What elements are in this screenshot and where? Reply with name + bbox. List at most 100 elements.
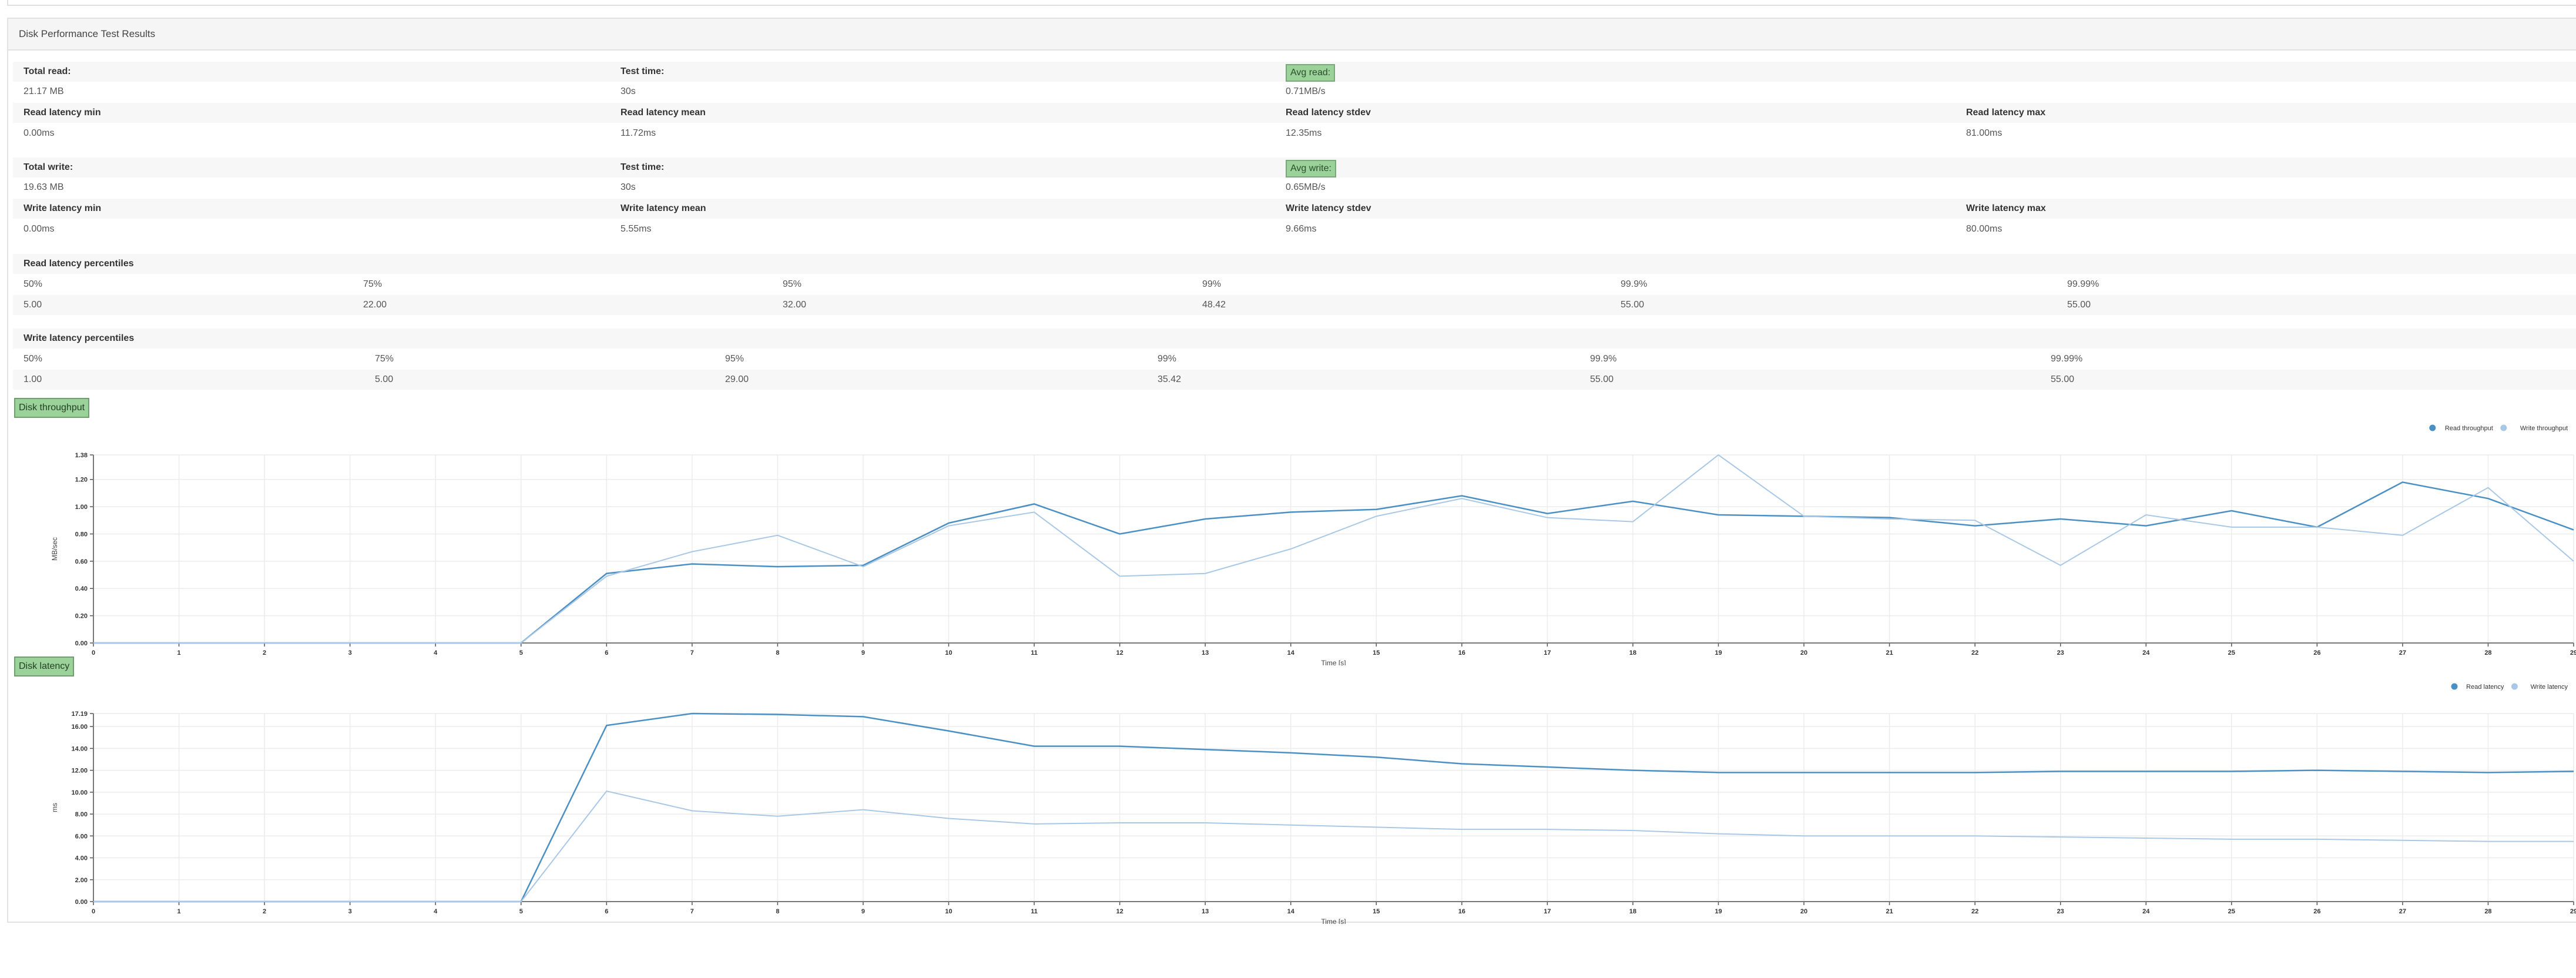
read-latency-labels: Read latency min Read latency mean Read … <box>13 103 2576 123</box>
x-tick-label: 3 <box>348 908 352 915</box>
x-tick-label: 0 <box>92 908 95 915</box>
read-percentiles-title-row: Read latency percentiles <box>13 254 2576 274</box>
x-tick-label: 27 <box>2399 649 2406 657</box>
read-pct-header: 99.99% <box>2067 279 2099 289</box>
disk-latency-button[interactable]: Disk latency <box>14 657 75 676</box>
read-test-time-label: Test time: <box>620 66 665 76</box>
avg-write-value: 0.65MB/s <box>1286 182 1326 192</box>
x-tick-label: 19 <box>1715 649 1722 657</box>
write-latency-max-value: 80.00ms <box>1966 224 2003 234</box>
read-percentiles-title: Read latency percentiles <box>24 259 134 269</box>
y-tick-label: 1.00 <box>75 504 88 511</box>
write-latency-stdev-label: Write latency stdev <box>1286 203 1371 213</box>
read-percentiles-values: 5.00 22.00 32.00 48.42 55.00 55.00 <box>13 295 2576 315</box>
x-tick-label: 15 <box>1373 908 1380 915</box>
x-tick-label: 1 <box>177 649 180 657</box>
write-pct-header: 75% <box>375 354 394 364</box>
total-write-value: 19.63 MB <box>24 182 64 192</box>
x-tick-label: 14 <box>1287 649 1295 657</box>
x-tick-label: 7 <box>690 908 694 915</box>
x-tick-label: 6 <box>605 908 608 915</box>
write-latency-mean-value: 5.55ms <box>620 224 652 234</box>
read-pct-header: 99.9% <box>1621 279 1648 289</box>
read-pct-value: 55.00 <box>1621 300 1645 310</box>
y-tick-label: 12.00 <box>71 768 88 775</box>
y-tick-label: 10.00 <box>71 789 88 796</box>
y-tick-label: 8.00 <box>75 811 88 818</box>
write-pct-value: 1.00 <box>24 374 42 384</box>
legend-label: Write throughput <box>2520 425 2568 432</box>
y-tick-label: 1.38 <box>75 452 88 459</box>
x-tick-label: 28 <box>2484 649 2491 657</box>
write-pct-header: 99% <box>1158 354 1177 364</box>
write-latency-mean-label: Write latency mean <box>620 203 706 213</box>
total-read-label: Total read: <box>24 66 71 76</box>
y-tick-label: 4.00 <box>75 855 88 862</box>
y-tick-label: 0.00 <box>75 640 88 647</box>
write-latency-min-label: Write latency min <box>24 203 102 213</box>
write-percentiles-headers: 50% 75% 95% 99% 99.9% 99.99% <box>13 349 2576 369</box>
read-percentiles-headers: 50% 75% 95% 99% 99.9% 99.99% <box>13 274 2576 294</box>
x-tick-label: 16 <box>1458 908 1465 915</box>
total-read-value: 21.17 MB <box>24 86 64 96</box>
x-tick-label: 28 <box>2484 908 2491 915</box>
x-tick-label: 13 <box>1202 908 1209 915</box>
read-pct-value: 22.00 <box>363 300 387 310</box>
read-latency-mean-label: Read latency mean <box>620 108 706 118</box>
read-latency-stdev-label: Read latency stdev <box>1286 108 1371 118</box>
total-write-label: Total write: <box>24 162 73 172</box>
latency-chart: 0.00 2.00 4.00 6.00 8.00 10.00 12.00 14.00 16.00… <box>51 683 2576 924</box>
x-tick-label: 21 <box>1886 649 1893 657</box>
write-percentiles-title-row: Write latency percentiles <box>13 329 2576 349</box>
write-test-time-label: Test time: <box>620 162 665 172</box>
read-summary-values: 21.17 MB 30s 0.71MB/s <box>13 82 2576 102</box>
write-latency-values: 0.00ms 5.55ms 9.66ms 80.00ms <box>13 219 2576 239</box>
x-tick-label: 9 <box>861 908 865 915</box>
x-tick-label: 10 <box>945 649 952 657</box>
x-tick-label: 8 <box>776 649 779 657</box>
disk-throughput-button[interactable]: Disk throughput <box>14 398 90 418</box>
x-tick-label: 29 <box>2570 649 2576 657</box>
write-pct-value: 5.00 <box>375 374 394 384</box>
results-panel: Disk Performance Test Results Total read… <box>7 18 2576 924</box>
throughput-chart: 0.000.200.400.600.801.001.201.380 1 2 3 4 5 6 7… <box>51 424 2576 665</box>
x-tick-label: 22 <box>1971 649 1978 657</box>
x-tick-label: 6 <box>605 649 608 657</box>
y-tick-label: 6.00 <box>75 833 88 840</box>
x-tick-label: 23 <box>2057 649 2064 657</box>
x-tick-label: 10 <box>945 908 952 915</box>
y-tick-label: 0.00 <box>75 899 88 906</box>
read-latency-max-value: 81.00ms <box>1966 128 2003 138</box>
read-pct-value: 32.00 <box>783 300 807 310</box>
write-percentiles-title: Write latency percentiles <box>24 333 135 343</box>
x-tick-label: 25 <box>2228 649 2235 657</box>
x-tick-label: 12 <box>1116 649 1123 657</box>
legend-label: Read latency <box>2466 684 2504 691</box>
read-pct-value: 48.42 <box>1202 300 1226 310</box>
x-tick-label: 21 <box>1886 908 1893 915</box>
x-tick-label: 9 <box>861 649 865 657</box>
read-pct-value: 5.00 <box>24 300 42 310</box>
x-tick-label: 19 <box>1715 908 1722 915</box>
y-tick-label: 0.60 <box>75 558 88 565</box>
write-latency-labels: Write latency min Write latency mean Wri… <box>13 199 2576 219</box>
write-pct-header: 50% <box>24 354 43 364</box>
x-tick-label: 4 <box>434 649 438 657</box>
x-tick-label: 29 <box>2570 908 2576 915</box>
x-tick-label: 13 <box>1202 649 1209 657</box>
write-latency-max-label: Write latency max <box>1966 203 2046 213</box>
x-axis-label: Time [s] <box>1321 917 1346 924</box>
read-test-time-value: 30s <box>620 86 636 96</box>
read-latency-max-label: Read latency max <box>1966 108 2046 118</box>
x-tick-label: 17 <box>1544 908 1551 915</box>
write-latency-stdev-value: 9.66ms <box>1286 224 1317 234</box>
read-pct-header: 75% <box>363 279 383 289</box>
legend-label: Read throughput <box>2445 425 2493 432</box>
avg-read-badge: Avg read: <box>1286 64 1336 82</box>
avg-write-badge: Avg write: <box>1286 160 1336 177</box>
series-line <box>93 712 2574 903</box>
read-pct-header: 50% <box>24 279 43 289</box>
legend-marker <box>2511 683 2518 690</box>
x-tick-label: 1 <box>177 908 180 915</box>
x-tick-label: 2 <box>263 908 266 915</box>
